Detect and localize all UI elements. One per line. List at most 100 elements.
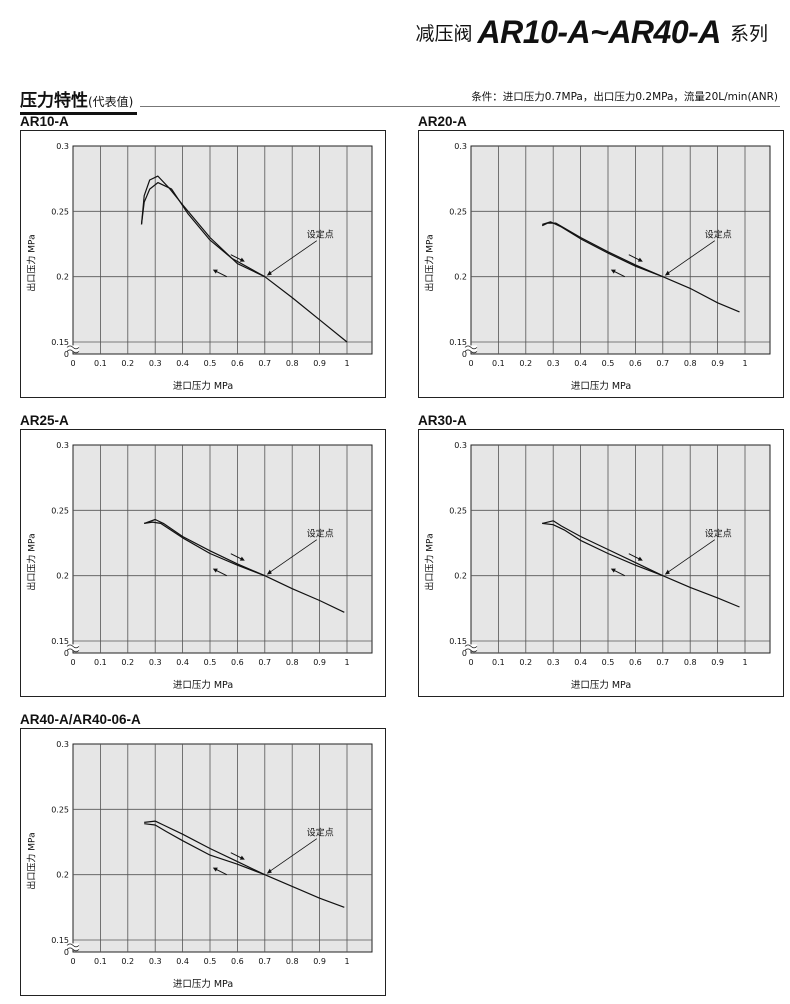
chart-ar30: 0 0.1 0.2 0.3 0.4 0.5 0.6 0.7 0.8 0.9 1 0 0.15 0.2 0.2… [418, 429, 784, 697]
y-tick-label: 0.25 [449, 207, 467, 216]
section-title: 压力特性(代表值) [20, 86, 138, 115]
test-conditions: 条件：进口压力0.7MPa，出口压力0.2MPa，流量20L/min(ANR) [471, 91, 778, 103]
y-tick-label: 0.2 [454, 572, 467, 581]
y-tick-label: 0 [64, 649, 69, 658]
x-tick-label: 0.5 [602, 658, 615, 667]
x-tick-label: 0.8 [286, 658, 299, 667]
x-tick-label: 0.8 [684, 359, 697, 368]
direction-arrowhead [610, 269, 616, 274]
x-tick-label: 0.4 [574, 359, 587, 368]
annotation-leader [267, 240, 318, 275]
x-tick-label: 0.1 [94, 658, 107, 667]
direction-arrowhead [239, 257, 245, 262]
x-tick-label: 0.4 [176, 957, 189, 966]
x-tick-label: 0.2 [121, 957, 134, 966]
x-tick-label: 0.6 [629, 658, 642, 667]
series-line-1 [541, 222, 740, 313]
x-tick-label: 0.9 [711, 658, 724, 667]
y-tick-label: 0 [462, 350, 467, 359]
axis-break-wave [464, 648, 478, 653]
annotation-leader [267, 539, 318, 574]
section-title-main: 压力特性 [20, 91, 88, 111]
x-tick-label: 0.1 [94, 957, 107, 966]
direction-arrowhead [637, 556, 643, 561]
x-tick-label: 0.5 [204, 359, 217, 368]
plot-area [72, 444, 373, 654]
x-tick-label: 0.8 [286, 359, 299, 368]
x-tick-label: 0.4 [574, 658, 587, 667]
y-axis-label: 出口压力 MPa [425, 234, 436, 292]
y-tick-label: 0.25 [449, 506, 467, 515]
series-line-0 [542, 520, 664, 577]
axis-break-mask [67, 644, 79, 651]
x-tick-label: 0.7 [258, 658, 271, 667]
y-tick-label: 0.15 [449, 338, 467, 347]
x-tick-label: 0.4 [176, 658, 189, 667]
annotation-arrowhead [266, 270, 272, 276]
plot-area [470, 145, 771, 355]
chart-title-ar30: AR30-A [418, 413, 467, 428]
annotation-leader [267, 838, 318, 873]
chart-ar40: 0 0.1 0.2 0.3 0.4 0.5 0.6 0.7 0.8 0.9 1 0 0.15 0.2 0.2… [20, 728, 386, 996]
x-tick-label: 0.5 [602, 359, 615, 368]
x-tick-label: 0.3 [547, 359, 560, 368]
direction-arrow-up [214, 270, 228, 278]
y-tick-label: 0.25 [51, 506, 69, 515]
x-tick-label: 0.3 [547, 658, 560, 667]
x-tick-label: 1 [344, 658, 349, 667]
axis-break-wave [66, 345, 80, 350]
y-axis-label: 出口压力 MPa [27, 234, 38, 292]
y-tick-label: 0.3 [454, 441, 467, 450]
direction-arrow-up [214, 569, 228, 577]
section-subtitle: (代表值) [88, 95, 134, 109]
y-tick-label: 0.15 [449, 637, 467, 646]
x-tick-label: 0.6 [231, 658, 244, 667]
direction-arrowhead [610, 568, 616, 573]
x-tick-label: 0.9 [313, 658, 326, 667]
x-tick-label: 0.5 [204, 957, 217, 966]
section-rule [140, 106, 780, 107]
chart-ar20: 0 0.1 0.2 0.3 0.4 0.5 0.6 0.7 0.8 0.9 1 0 0.15 0.2 0.2… [418, 130, 784, 398]
chart-plot: 0 0.1 0.2 0.3 0.4 0.5 0.6 0.7 0.8 0.9 1 0 0.15 0.2 0.2… [449, 441, 771, 667]
x-axis-label: 进口压力 MPa [570, 381, 632, 392]
y-tick-label: 0.15 [51, 637, 69, 646]
direction-arrowhead [212, 568, 218, 573]
set-point-label: 设定点 [307, 827, 334, 839]
x-tick-label: 0.8 [286, 957, 299, 966]
series-line-0 [542, 221, 664, 278]
set-point-label: 设定点 [705, 528, 732, 540]
annotation-arrowhead [664, 569, 670, 575]
y-tick-label: 0.3 [56, 142, 69, 151]
x-tick-label: 0 [70, 359, 75, 368]
x-tick-label: 0.1 [94, 359, 107, 368]
y-axis-label: 出口压力 MPa [425, 533, 436, 591]
plot-area [72, 743, 373, 953]
x-tick-label: 0.2 [519, 658, 532, 667]
y-tick-label: 0 [64, 350, 69, 359]
x-tick-label: 0.7 [258, 359, 271, 368]
axis-break-wave [66, 947, 80, 952]
annotation-arrowhead [664, 270, 670, 276]
annotation-arrowhead [266, 569, 272, 575]
x-tick-label: 1 [742, 658, 747, 667]
chart-title-ar20: AR20-A [418, 114, 467, 129]
x-tick-label: 0.6 [231, 957, 244, 966]
direction-arrowhead [239, 556, 245, 561]
x-axis-label: 进口压力 MPa [172, 680, 234, 691]
y-tick-label: 0.2 [56, 871, 69, 880]
series-line-1 [542, 522, 740, 608]
x-tick-label: 0.6 [231, 359, 244, 368]
y-tick-label: 0.2 [454, 273, 467, 282]
y-tick-label: 0.25 [51, 805, 69, 814]
chart-ar25: 0 0.1 0.2 0.3 0.4 0.5 0.6 0.7 0.8 0.9 1 0 0.15 0.2 0.2… [20, 429, 386, 697]
set-point-label: 设定点 [705, 229, 732, 241]
series-line-1 [144, 521, 345, 613]
x-tick-label: 0.1 [492, 658, 505, 667]
x-tick-label: 0.4 [176, 359, 189, 368]
chart-title-ar10: AR10-A [20, 114, 69, 129]
direction-arrow-down [230, 254, 244, 262]
y-tick-label: 0 [462, 649, 467, 658]
axis-break-wave [66, 349, 80, 354]
direction-arrowhead [212, 867, 218, 872]
direction-arrowhead [637, 257, 643, 262]
